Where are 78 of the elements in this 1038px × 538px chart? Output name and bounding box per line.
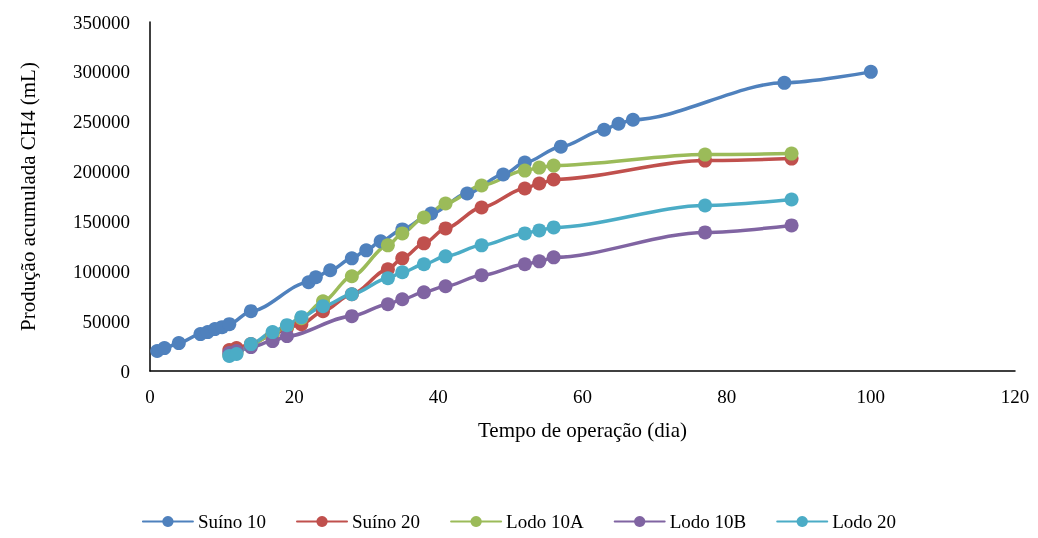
legend-label: Lodo 10B bbox=[669, 511, 747, 532]
point bbox=[243, 304, 258, 319]
point bbox=[438, 279, 453, 294]
y-tick-label: 350000 bbox=[73, 11, 130, 33]
point bbox=[517, 257, 532, 272]
point bbox=[380, 297, 395, 312]
point bbox=[532, 160, 547, 175]
legend-label: Suíno 20 bbox=[352, 511, 421, 532]
point bbox=[784, 192, 799, 207]
x-tick-label: 0 bbox=[145, 386, 155, 407]
x-tick-label: 120 bbox=[1000, 386, 1030, 407]
point bbox=[611, 116, 626, 131]
point bbox=[438, 221, 453, 236]
y-tick-label: 100000 bbox=[73, 260, 130, 282]
x-tick-label: 100 bbox=[856, 386, 886, 407]
point bbox=[344, 251, 359, 266]
point bbox=[395, 265, 410, 280]
point bbox=[496, 167, 511, 182]
x-tick-label: 80 bbox=[717, 386, 737, 407]
point bbox=[460, 186, 475, 201]
legend-label: Suíno 10 bbox=[197, 511, 267, 532]
point bbox=[784, 218, 799, 233]
point bbox=[863, 64, 878, 79]
point bbox=[416, 285, 431, 300]
point bbox=[474, 200, 489, 215]
point bbox=[546, 172, 561, 187]
point bbox=[546, 250, 561, 265]
point bbox=[308, 270, 323, 285]
point bbox=[416, 236, 431, 251]
y-tick-label: 300000 bbox=[73, 61, 130, 83]
point bbox=[517, 226, 532, 241]
y-tick-label: 50000 bbox=[82, 310, 130, 332]
point bbox=[171, 336, 186, 351]
point bbox=[532, 223, 547, 238]
x-axis-title: Tempo de operação (dia) bbox=[477, 417, 688, 442]
point bbox=[323, 263, 338, 278]
point bbox=[532, 254, 547, 269]
point bbox=[157, 341, 172, 356]
point bbox=[380, 271, 395, 286]
x-tick-label: 20 bbox=[284, 386, 304, 407]
point bbox=[395, 292, 410, 307]
point bbox=[416, 257, 431, 272]
point bbox=[546, 220, 561, 235]
point bbox=[517, 181, 532, 196]
y-axis-title: Produção acumulada CH4 (mL) bbox=[15, 62, 40, 331]
x-tick-label: 40 bbox=[428, 386, 448, 407]
point bbox=[380, 238, 395, 253]
x-tick-label: 60 bbox=[573, 386, 592, 407]
point bbox=[316, 299, 330, 314]
point bbox=[546, 158, 561, 173]
y-tick-label: 200000 bbox=[73, 161, 130, 183]
point bbox=[698, 198, 713, 213]
y-tick-label: 250000 bbox=[73, 111, 130, 133]
point bbox=[474, 268, 489, 283]
point bbox=[438, 196, 453, 211]
point bbox=[438, 249, 453, 264]
point bbox=[395, 251, 410, 266]
point bbox=[532, 176, 547, 191]
legend-label: Lodo 20 bbox=[832, 511, 897, 532]
point bbox=[777, 75, 792, 90]
point bbox=[416, 210, 431, 225]
point bbox=[698, 147, 713, 162]
point bbox=[553, 139, 568, 154]
point bbox=[597, 122, 612, 137]
point bbox=[517, 163, 532, 178]
point bbox=[784, 146, 799, 161]
y-tick-label: 0 bbox=[120, 360, 130, 382]
point bbox=[359, 243, 374, 258]
y-tick-label: 150000 bbox=[73, 210, 130, 232]
legend-label: Lodo 10A bbox=[506, 511, 584, 532]
point bbox=[474, 238, 489, 253]
point bbox=[625, 112, 640, 127]
point bbox=[344, 269, 359, 284]
point bbox=[344, 309, 359, 324]
point bbox=[395, 226, 410, 241]
point bbox=[474, 178, 489, 193]
point bbox=[222, 317, 237, 332]
point bbox=[698, 225, 713, 240]
